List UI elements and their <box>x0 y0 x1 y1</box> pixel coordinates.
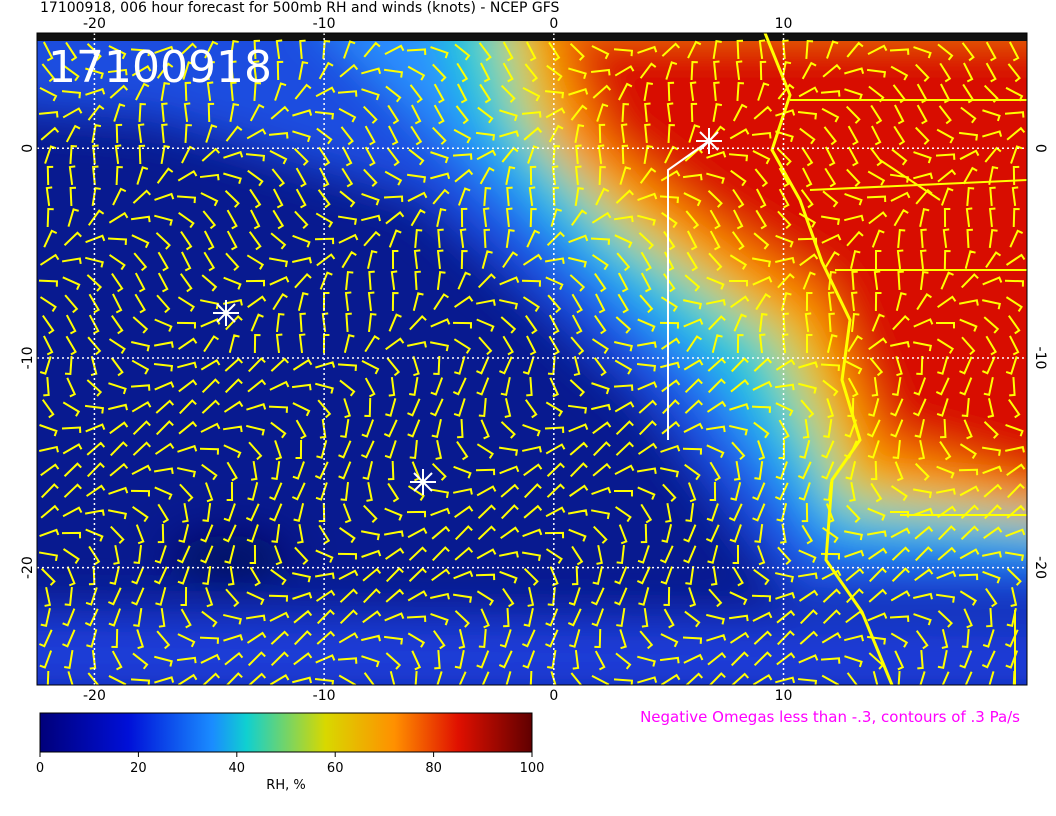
colorbar-tick-label: 40 <box>229 761 246 776</box>
colorbar-tick-label: 0 <box>36 761 44 776</box>
wind-barbs <box>38 39 1026 685</box>
x-tick-label-top: -10 <box>313 16 336 32</box>
stamp: 17100918 <box>48 42 272 93</box>
storm-markers <box>213 128 722 495</box>
x-tick-label: 10 <box>775 688 793 704</box>
colorbar-tick-label: 80 <box>425 761 442 776</box>
y-tick-label-right: -10 <box>1032 347 1048 370</box>
colorbar-tick-label: 100 <box>520 761 545 776</box>
x-tick-label-top: 10 <box>775 16 793 32</box>
x-tick-label-top: 0 <box>549 16 558 32</box>
colorbar-label: RH, % <box>266 778 305 793</box>
y-tick-label: 0 <box>20 144 36 153</box>
omega-note: Negative Omegas less than -.3, contours … <box>640 708 1020 726</box>
colorbar-tick-label: 20 <box>130 761 147 776</box>
y-tick-label-right: -20 <box>1032 556 1048 579</box>
title: 17100918, 006 hour forecast for 500mb RH… <box>40 0 559 16</box>
y-tick-label-right: 0 <box>1032 144 1048 153</box>
colorbar-tick-label: 60 <box>327 761 344 776</box>
x-tick-label: -10 <box>313 688 336 704</box>
x-tick-label: 0 <box>549 688 558 704</box>
x-tick-label: -20 <box>83 688 106 704</box>
y-tick-label: -20 <box>20 556 36 579</box>
colorbar <box>39 712 533 753</box>
rh-field <box>37 33 1027 685</box>
y-tick-label: -10 <box>20 347 36 370</box>
x-tick-label-top: -20 <box>83 16 106 32</box>
map-frame <box>36 32 1028 686</box>
